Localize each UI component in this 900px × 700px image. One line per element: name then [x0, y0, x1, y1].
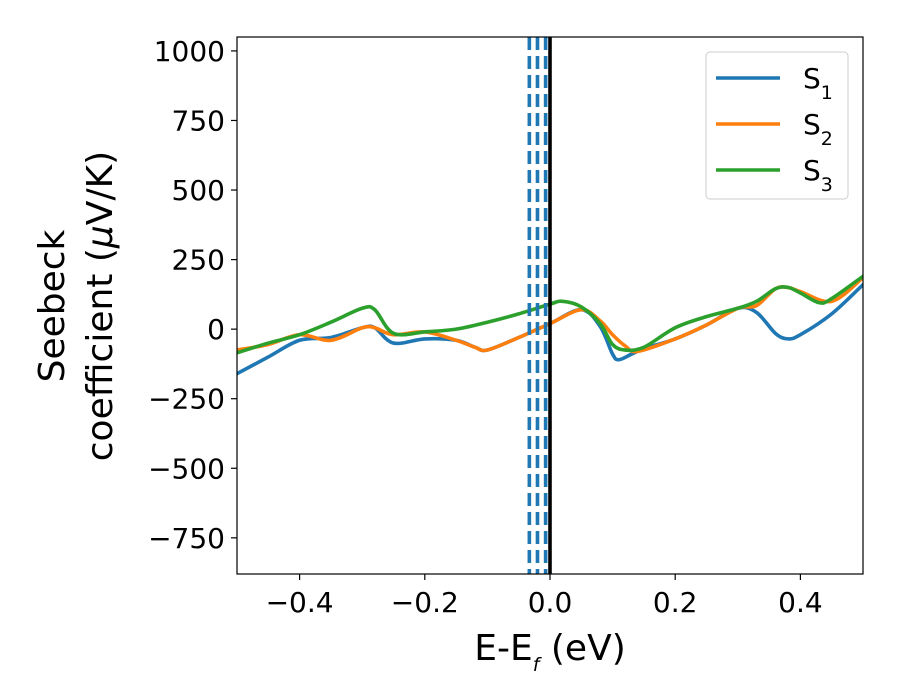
y-tick-label: −500 — [148, 452, 225, 485]
x-tick-label: 0.2 — [653, 586, 698, 619]
legend-label-s3: S3 — [803, 154, 833, 196]
x-tick-label: −0.2 — [391, 586, 459, 619]
x-tick-label: 0.4 — [778, 586, 823, 619]
series-line-s3 — [237, 274, 863, 355]
x-tick-label: 0.0 — [528, 586, 573, 619]
legend-label-s2: S2 — [803, 108, 833, 150]
x-tick-label: −0.4 — [266, 586, 334, 619]
reference-lines — [527, 37, 552, 574]
x-axis-ticks: −0.4 −0.2 0.0 0.2 0.4 — [266, 574, 823, 619]
y-axis-title-line2: coefficient (μV/K) — [80, 151, 121, 461]
x-axis-title: E-Ef (eV) — [474, 628, 626, 676]
y-tick-label: 0 — [207, 313, 225, 346]
y-tick-label: −750 — [148, 522, 225, 555]
series-layer — [237, 274, 863, 376]
legend-label-s1: S1 — [803, 62, 833, 104]
y-axis-title: Seebeck coefficient (μV/K) — [32, 151, 121, 461]
y-tick-label: −250 — [148, 383, 225, 416]
y-tick-label: 1000 — [154, 35, 225, 68]
y-tick-label: 750 — [172, 104, 225, 137]
y-axis-ticks: −750 −500 −250 0 250 500 750 1000 — [148, 35, 237, 555]
y-axis-title-line1: Seebeck — [32, 229, 73, 382]
y-tick-label: 250 — [172, 244, 225, 277]
y-tick-label: 500 — [172, 174, 225, 207]
